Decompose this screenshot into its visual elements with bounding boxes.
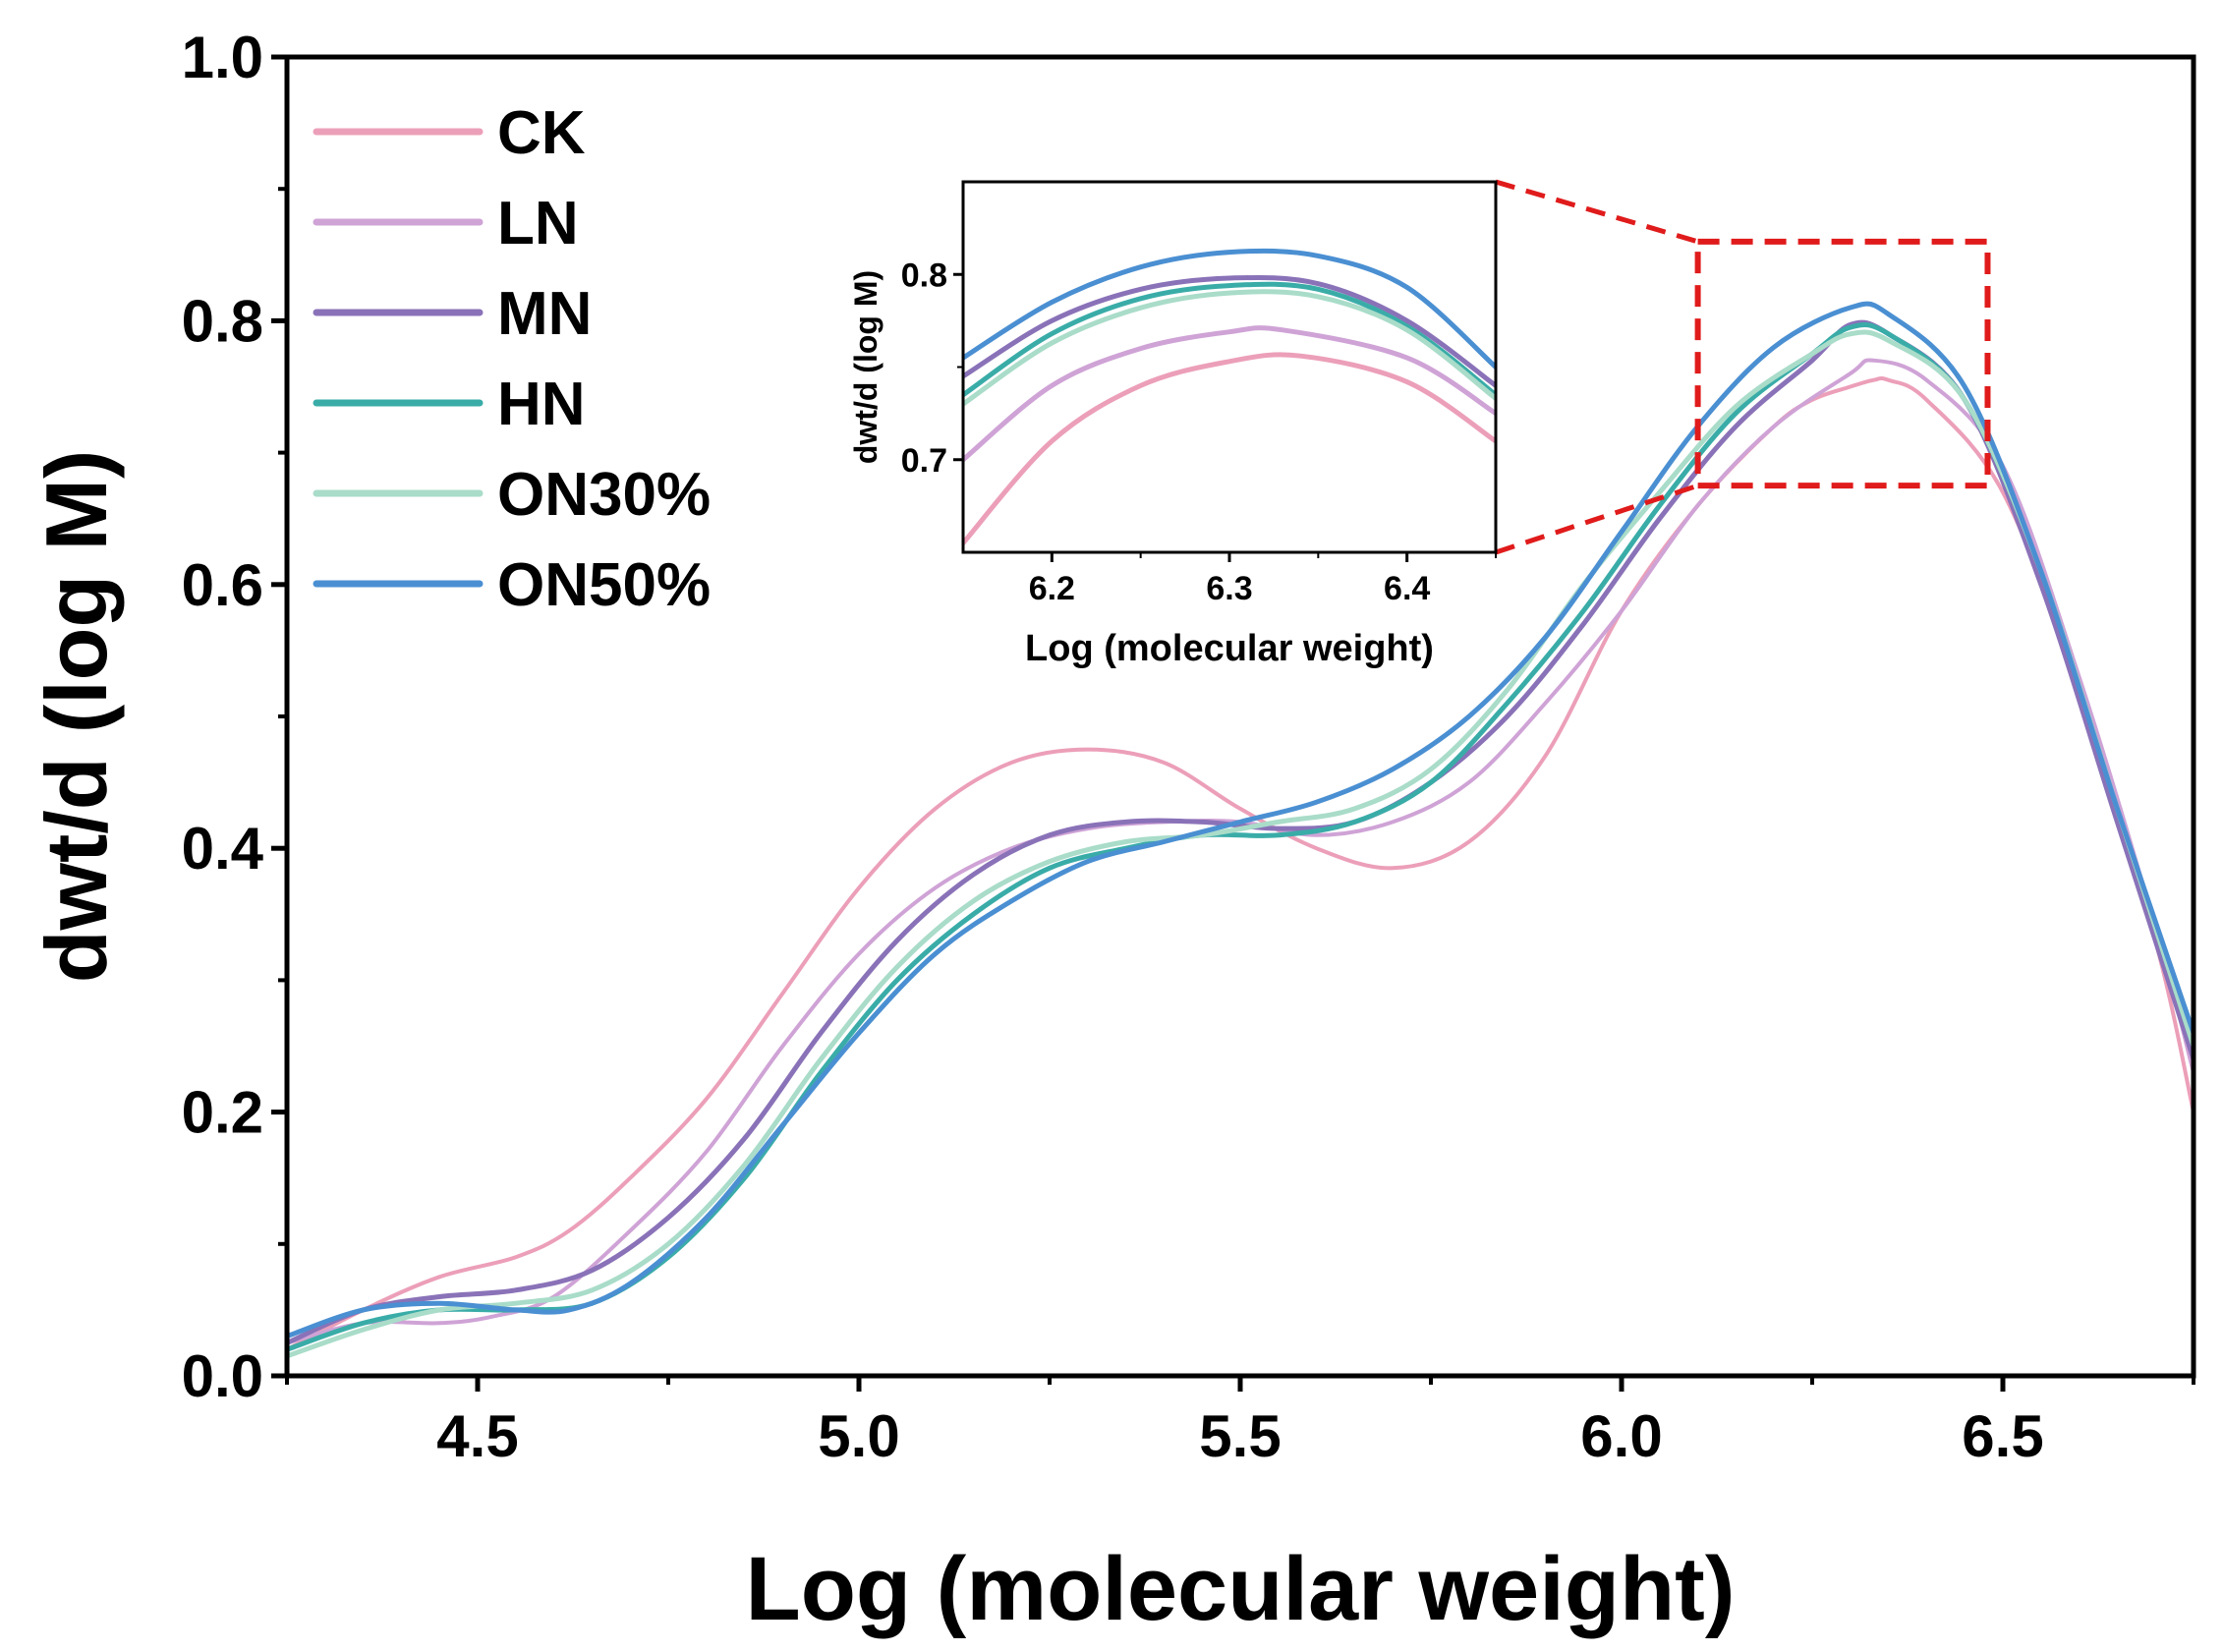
- legend-label: HN: [497, 370, 586, 438]
- x-tick-label: 4.5: [436, 1403, 518, 1469]
- x-tick-label: 5.0: [818, 1403, 899, 1469]
- y-tick-label: 0.2: [182, 1080, 263, 1146]
- zoom-highlight-box: [1694, 238, 1991, 489]
- y-tick-label: 0.6: [182, 552, 263, 618]
- inset-background: [963, 182, 1496, 552]
- y-tick-label: 0.0: [182, 1343, 263, 1409]
- inset-series-line-hn: [963, 281, 1496, 398]
- legend-label: ON30%: [497, 461, 711, 529]
- x-tick-label: 5.5: [1199, 1403, 1281, 1469]
- series-group: [287, 301, 2194, 1359]
- y-axis-title: dwt/d (log M): [28, 450, 125, 983]
- inset-x-tick-label: 6.2: [1029, 570, 1075, 607]
- inset-series-line-ln: [963, 325, 1496, 463]
- inset-series-line-ck: [963, 352, 1496, 546]
- inset-series-group: [963, 248, 1496, 546]
- series-line-ck: [287, 376, 2194, 1352]
- series-line-on30pct: [287, 329, 2194, 1359]
- inset-x-tick-label: 6.3: [1206, 570, 1252, 607]
- inset-y-tick-label: 0.7: [901, 442, 947, 480]
- legend-label: ON50%: [497, 551, 711, 619]
- zoom-connector-top: [1495, 179, 1699, 245]
- x-axis-title: Log (molecular weight): [746, 1539, 1736, 1639]
- inset-x-tick-label: 6.4: [1384, 570, 1430, 607]
- inset-plot: 6.2 6.3 6.4 0.7 0.8: [901, 180, 1498, 607]
- inset-series-line-mn: [963, 274, 1496, 388]
- y-tick-label: 0.8: [182, 288, 263, 354]
- legend-label: CK: [497, 99, 586, 167]
- x-tick-label: 6.5: [1962, 1403, 2043, 1469]
- inset-x-axis-title: Log (molecular weight): [1025, 628, 1434, 669]
- zoom-connectors: [1495, 179, 1699, 555]
- inset-y-tick-label: 0.8: [901, 256, 947, 294]
- y-tick-label: 0.4: [182, 816, 264, 882]
- y-tick-label: 1.0: [182, 25, 263, 90]
- legend: CK LN MN HN ON30% ON50%: [313, 99, 711, 619]
- inset-y-axis-title: dwt/d (log M): [848, 270, 884, 464]
- legend-label: LN: [497, 190, 579, 257]
- x-tick-label: 6.0: [1580, 1403, 1662, 1469]
- series-line-on50pct: [287, 301, 2194, 1339]
- zoom-connector-bottom: [1495, 483, 1699, 555]
- inset-series-line-on50pct: [963, 248, 1496, 370]
- inset-series-line-on30pct: [963, 289, 1496, 407]
- legend-label: MN: [497, 280, 592, 348]
- main-plot: 4.5 5.0 5.5 6.0 6.5 0.0 0.2 0.4 0.6 0.8 1.0: [182, 25, 2196, 1469]
